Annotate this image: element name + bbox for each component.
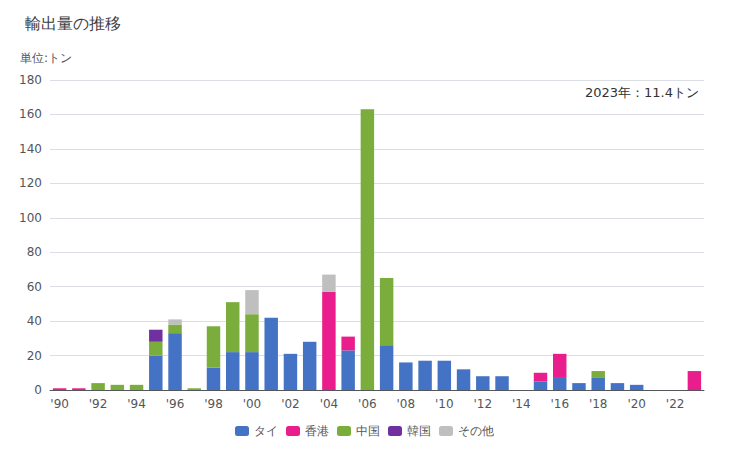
svg-text:'10: '10 bbox=[435, 397, 454, 411]
svg-text:'06: '06 bbox=[358, 397, 377, 411]
svg-text:'20: '20 bbox=[627, 397, 646, 411]
svg-text:80: 80 bbox=[27, 245, 42, 259]
svg-text:60: 60 bbox=[27, 280, 42, 294]
svg-text:韓国: 韓国 bbox=[407, 424, 431, 438]
svg-text:'02: '02 bbox=[281, 397, 300, 411]
svg-text:'96: '96 bbox=[166, 397, 185, 411]
svg-text:0: 0 bbox=[34, 383, 42, 397]
svg-text:140: 140 bbox=[19, 142, 42, 156]
svg-text:100: 100 bbox=[19, 211, 42, 225]
svg-text:40: 40 bbox=[27, 314, 42, 328]
svg-text:'08: '08 bbox=[397, 397, 416, 411]
svg-text:'12: '12 bbox=[474, 397, 493, 411]
svg-text:香港: 香港 bbox=[305, 424, 329, 438]
svg-text:'00: '00 bbox=[243, 397, 262, 411]
svg-text:'94: '94 bbox=[127, 397, 146, 411]
svg-text:'14: '14 bbox=[512, 397, 531, 411]
svg-text:'98: '98 bbox=[204, 397, 223, 411]
svg-text:中国: 中国 bbox=[356, 424, 380, 438]
svg-text:160: 160 bbox=[19, 107, 42, 121]
svg-text:180: 180 bbox=[19, 73, 42, 87]
svg-text:'18: '18 bbox=[589, 397, 608, 411]
svg-text:'16: '16 bbox=[550, 397, 569, 411]
svg-text:120: 120 bbox=[19, 176, 42, 190]
svg-text:'04: '04 bbox=[320, 397, 339, 411]
svg-text:'90: '90 bbox=[50, 397, 69, 411]
svg-text:'92: '92 bbox=[89, 397, 108, 411]
svg-text:20: 20 bbox=[27, 349, 42, 363]
svg-text:輸出量の推移: 輸出量の推移 bbox=[25, 14, 121, 33]
svg-text:2023年：11.4トン: 2023年：11.4トン bbox=[585, 85, 699, 100]
svg-text:'22: '22 bbox=[666, 397, 685, 411]
svg-text:単位:トン: 単位:トン bbox=[20, 51, 72, 65]
svg-text:タイ: タイ bbox=[254, 424, 278, 438]
svg-text:その他: その他 bbox=[458, 424, 494, 438]
